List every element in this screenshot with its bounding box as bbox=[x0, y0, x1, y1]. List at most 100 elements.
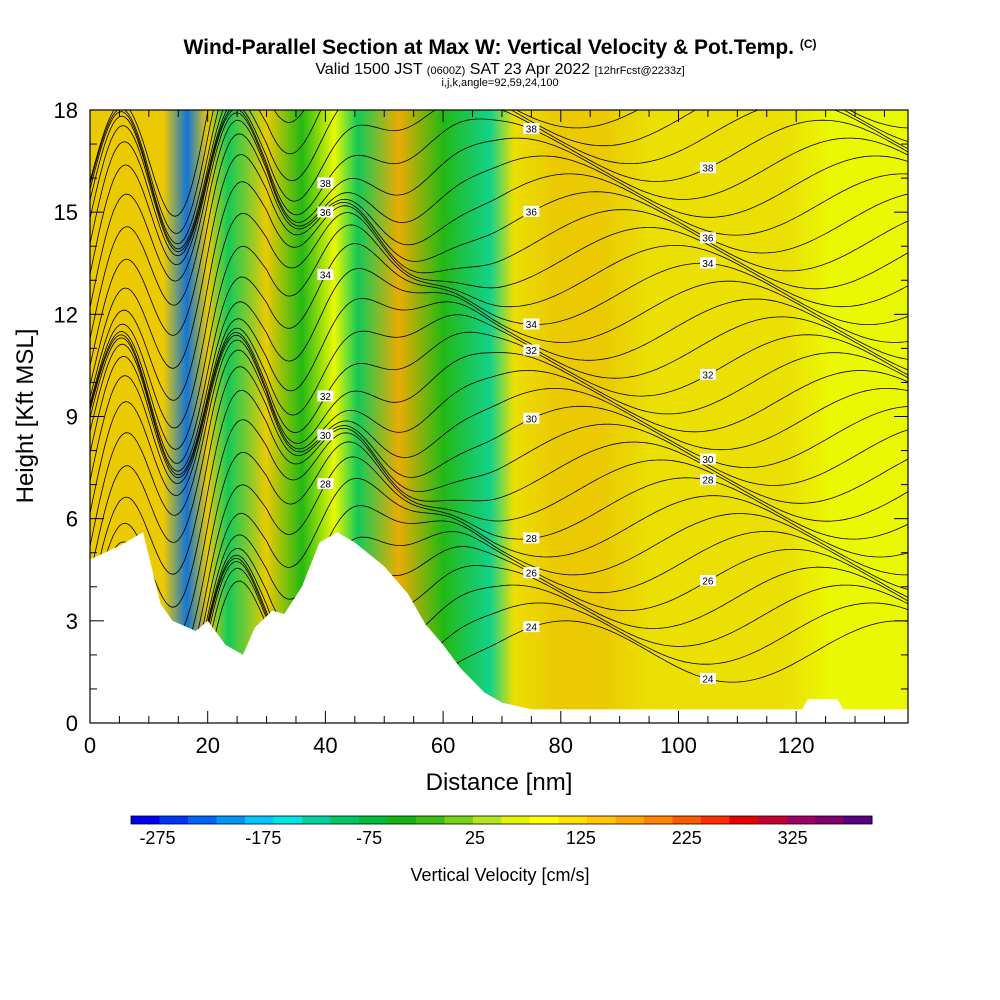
theta-contour-label: 26 bbox=[523, 567, 540, 580]
svg-text:38: 38 bbox=[320, 179, 332, 190]
colorbar-tick-label: 325 bbox=[778, 828, 808, 848]
theta-contour-line bbox=[90, 557, 908, 720]
colorbar-swatch bbox=[387, 816, 417, 824]
theta-contour-line bbox=[90, 243, 908, 464]
theta-contour-label: 32 bbox=[317, 390, 334, 403]
x-tick-label: 60 bbox=[431, 733, 455, 758]
colorbar-swatch bbox=[587, 816, 616, 824]
colorbar-swatch bbox=[644, 816, 673, 824]
colorbar-swatch bbox=[558, 816, 588, 824]
colorbar-swatch bbox=[444, 816, 474, 824]
theta-contour-line bbox=[90, 419, 908, 639]
theta-contour-label: 32 bbox=[699, 368, 716, 381]
chart-subtitle: Valid 1500 JST (0600Z) SAT 23 Apr 2022 [… bbox=[0, 61, 1000, 79]
colorbar-tick-label: 125 bbox=[566, 828, 596, 848]
theta-contour-line bbox=[95, 561, 908, 723]
y-tick-label: 15 bbox=[54, 200, 78, 225]
y-tick-label: 9 bbox=[66, 405, 78, 430]
valid-date: SAT 23 Apr 2022 bbox=[469, 61, 591, 78]
colorbar: -275 -175 -75 25 125 225 325 bbox=[130, 815, 873, 848]
theta-contour-line bbox=[90, 110, 908, 253]
y-tick-label: 3 bbox=[66, 609, 78, 634]
chart-title-text: Wind-Parallel Section at Max W: Vertical… bbox=[183, 36, 794, 59]
theta-contour-label: 30 bbox=[699, 453, 716, 466]
colorbar-swatch bbox=[501, 816, 531, 824]
theta-contour-label: 30 bbox=[317, 429, 334, 442]
colorbar-swatch bbox=[330, 816, 360, 824]
x-axis-label: Distance [nm] bbox=[426, 769, 573, 796]
svg-text:30: 30 bbox=[702, 455, 714, 466]
theta-contour-line bbox=[90, 505, 908, 699]
theta-contour-line bbox=[90, 110, 908, 275]
theta-contour-line bbox=[90, 390, 908, 617]
valid-time: Valid 1500 JST bbox=[315, 61, 423, 78]
chart-title: Wind-Parallel Section at Max W: Vertical… bbox=[0, 36, 1000, 60]
colorbar-swatch bbox=[701, 816, 730, 824]
colorbar-swatch bbox=[729, 816, 759, 824]
colorbar-swatch bbox=[216, 816, 246, 824]
x-axis: 0 20 40 60 80 100 120 bbox=[84, 110, 885, 758]
theta-contour-label: 36 bbox=[523, 205, 540, 218]
theta-contour-label: 34 bbox=[317, 268, 334, 281]
copyright-mark: (C) bbox=[799, 37, 817, 51]
x-tick-label: 0 bbox=[84, 733, 96, 758]
colorbar-tick-label: -275 bbox=[139, 828, 175, 848]
theta-contour-label: 30 bbox=[523, 412, 540, 425]
theta-contour-line bbox=[90, 477, 908, 693]
theta-contour-line bbox=[90, 298, 908, 476]
colorbar-swatch bbox=[758, 816, 787, 824]
colorbar-swatch bbox=[815, 816, 844, 824]
svg-text:32: 32 bbox=[702, 370, 714, 381]
theta-contour-label: 34 bbox=[699, 257, 716, 270]
svg-text:36: 36 bbox=[320, 208, 332, 219]
svg-text:34: 34 bbox=[526, 320, 538, 331]
svg-text:32: 32 bbox=[320, 392, 332, 403]
x-tick-label: 40 bbox=[313, 733, 337, 758]
svg-text:30: 30 bbox=[320, 431, 332, 442]
theta-contour-line bbox=[90, 154, 908, 386]
theta-contour-label: 36 bbox=[699, 232, 716, 245]
colorbar-label: Vertical Velocity [cm/s] bbox=[410, 865, 589, 885]
terrain-mask bbox=[90, 532, 908, 723]
x-tick-label: 120 bbox=[778, 733, 815, 758]
svg-text:30: 30 bbox=[526, 414, 538, 425]
svg-text:34: 34 bbox=[702, 259, 714, 270]
svg-text:38: 38 bbox=[702, 164, 714, 175]
colorbar-swatch bbox=[672, 816, 702, 824]
utc-time: (0600Z) bbox=[426, 65, 466, 77]
y-tick-label: 12 bbox=[54, 302, 78, 327]
theta-contour-label: 28 bbox=[317, 478, 334, 491]
theta-contour-label: 26 bbox=[699, 574, 716, 587]
theta-contour-line bbox=[90, 314, 908, 479]
colorbar-swatch bbox=[473, 816, 502, 824]
y-tick-label: 6 bbox=[66, 507, 78, 532]
y-axis-label: Height [Kft MSL] bbox=[12, 329, 39, 504]
theta-contour-line bbox=[90, 119, 908, 340]
theta-contour-line bbox=[90, 546, 908, 705]
theta-contour-line bbox=[90, 112, 908, 308]
colorbar-frame bbox=[130, 815, 873, 825]
colorbar-swatch bbox=[159, 816, 189, 824]
svg-text:36: 36 bbox=[526, 207, 538, 218]
vertical-velocity-field bbox=[90, 110, 908, 723]
svg-text:38: 38 bbox=[526, 125, 538, 136]
colorbar-swatch bbox=[188, 816, 217, 824]
svg-text:24: 24 bbox=[526, 623, 538, 634]
svg-text:34: 34 bbox=[320, 270, 332, 281]
y-tick-label: 0 bbox=[66, 711, 78, 736]
svg-text:26: 26 bbox=[526, 569, 538, 580]
colorbar-swatch bbox=[843, 816, 873, 824]
theta-contour-label: 38 bbox=[523, 123, 540, 136]
colorbar-tick-label: 225 bbox=[672, 828, 702, 848]
colorbar-swatch bbox=[416, 816, 445, 824]
theta-contour-line bbox=[112, 580, 908, 723]
field-shading bbox=[90, 110, 908, 723]
theta-contour-label: 38 bbox=[699, 162, 716, 175]
svg-text:28: 28 bbox=[526, 534, 538, 545]
theta-contour-label: 34 bbox=[523, 318, 540, 331]
svg-text:26: 26 bbox=[702, 576, 714, 587]
theta-contour-line bbox=[90, 133, 908, 366]
svg-text:24: 24 bbox=[702, 674, 714, 685]
